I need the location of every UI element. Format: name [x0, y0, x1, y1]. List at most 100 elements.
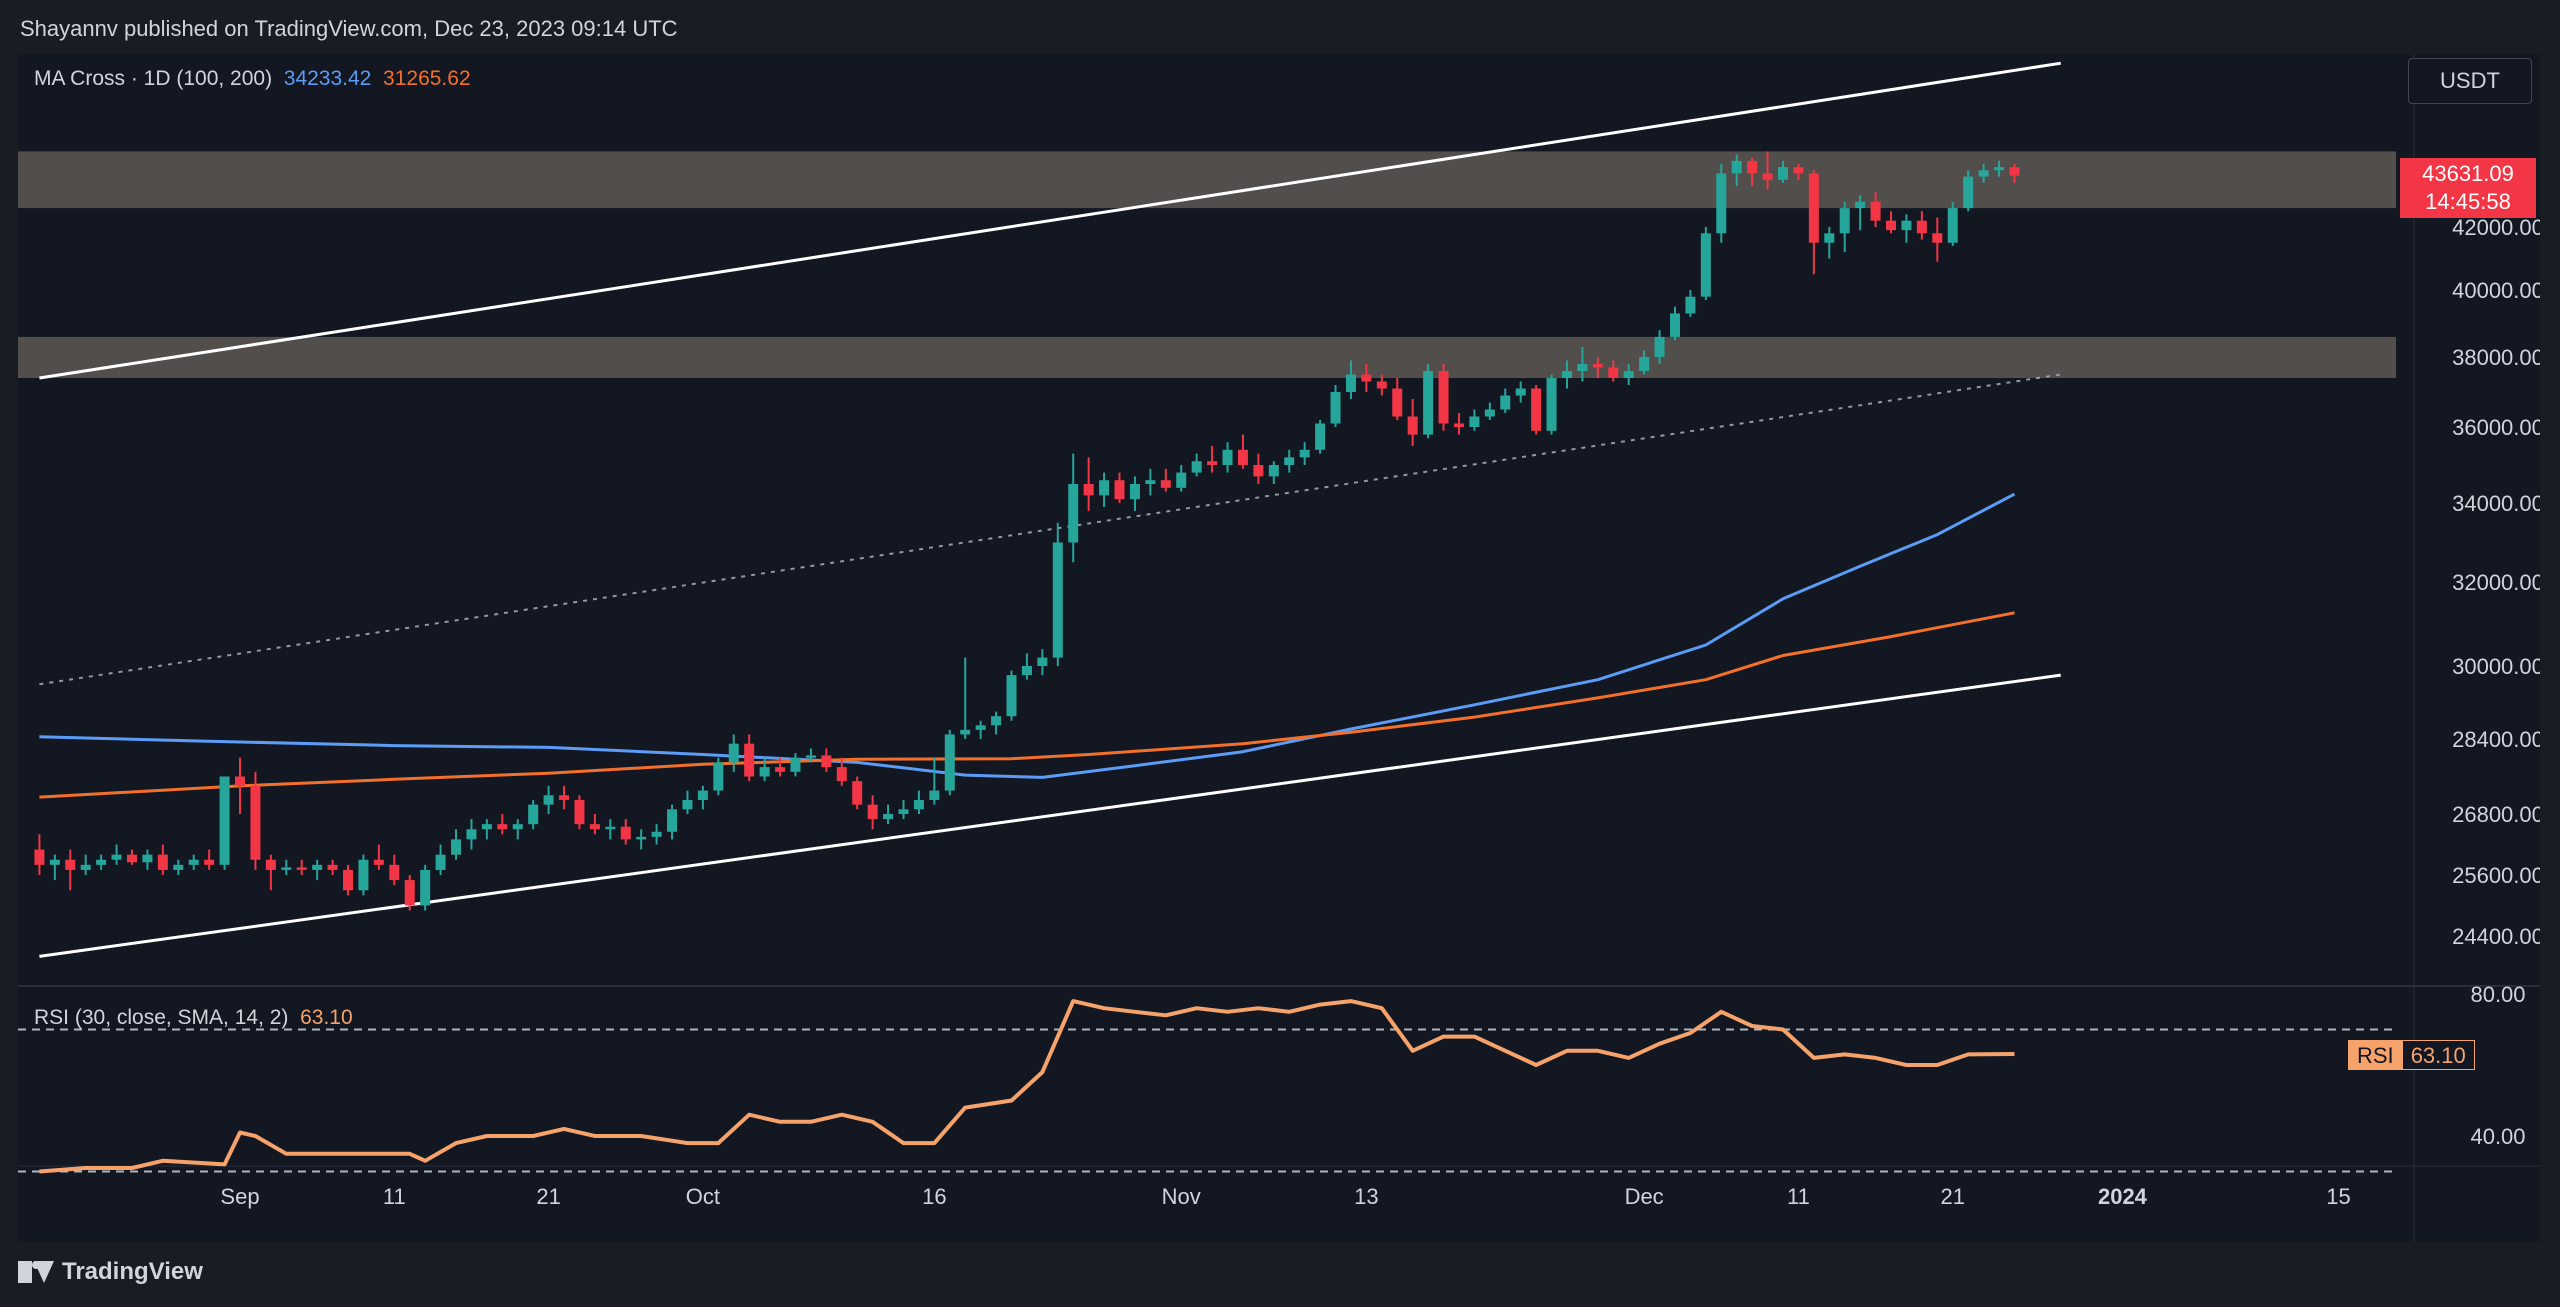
candle-body	[1870, 201, 1881, 221]
time-axis-label: Sep	[220, 1184, 259, 1209]
candle-body	[991, 716, 1002, 726]
candle-body	[1531, 388, 1542, 431]
candle-body	[929, 790, 940, 800]
candle-body	[373, 859, 384, 865]
bar-countdown: 14:45:58	[2425, 189, 2511, 214]
candle-body	[1376, 381, 1387, 389]
rsi-value-tag: RSI 63.10	[2348, 1040, 2475, 1070]
time-axis-label: Oct	[686, 1184, 720, 1209]
ma200-value: 31265.62	[383, 67, 471, 90]
currency-button[interactable]: USDT	[2408, 58, 2532, 104]
candle-body	[327, 864, 338, 870]
candle-body	[481, 824, 492, 830]
candle-body	[1978, 170, 1989, 177]
candle-body	[512, 824, 523, 830]
candle-body	[1006, 675, 1017, 717]
candle-body	[1623, 371, 1634, 378]
candle-body	[80, 864, 91, 870]
candle-body	[651, 831, 662, 837]
candle-body	[1669, 313, 1680, 337]
candle-body	[404, 880, 415, 906]
candle-body	[1561, 371, 1572, 378]
candle-body	[1207, 461, 1218, 465]
rsi-line	[39, 999, 2015, 1174]
candle-body	[1330, 392, 1341, 424]
last-price-tag: 43631.09 14:45:58	[2400, 158, 2536, 218]
candle-body	[96, 859, 107, 865]
time-axis-label: Nov	[1162, 1184, 1201, 1209]
candle-body	[1747, 160, 1758, 174]
ma-cross-legend[interactable]: MA Cross · 1D (100, 200) 34233.42 31265.…	[34, 67, 471, 91]
tradingview-logo-icon	[18, 1261, 54, 1283]
publish-info: Shayannv published on TradingView.com, D…	[20, 16, 678, 41]
candle-body	[775, 767, 786, 772]
time-axis-label: 11	[1787, 1184, 1810, 1209]
candle-body	[1423, 371, 1434, 435]
candle-body	[852, 781, 863, 805]
candle-body	[543, 795, 554, 805]
candle-body	[960, 729, 971, 735]
candle-body	[420, 869, 431, 906]
candle-body	[944, 734, 955, 791]
rsi-axis-label: 40.00	[2470, 1124, 2525, 1149]
candle-body	[1824, 233, 1835, 243]
price-axis-label: 40000.00	[2452, 278, 2540, 303]
candle-body	[1778, 167, 1788, 180]
chart-canvas[interactable]: 42000.00 40000.00 38000.00 36000.00 34000.00…	[18, 54, 2540, 1242]
rsi-legend[interactable]: RSI (30, close, SMA, 14, 2) 63.10	[34, 1006, 353, 1030]
candle-body	[1099, 480, 1110, 496]
candle-body	[1592, 364, 1603, 368]
candle-body	[1021, 666, 1032, 676]
candle-body	[744, 743, 755, 777]
candle-body	[1083, 484, 1094, 496]
trendline-solid-2	[39, 673, 2061, 958]
candle-body	[1608, 367, 1619, 378]
candle-body	[1577, 364, 1588, 371]
time-axis-label: 15	[2326, 1184, 2350, 1209]
candle-body	[559, 795, 570, 800]
candle-body	[204, 859, 215, 865]
candle-body	[1808, 173, 1819, 243]
candle-body	[1299, 449, 1310, 458]
rsi-tag-value: 63.10	[2402, 1040, 2475, 1070]
ma200-line	[39, 611, 2015, 799]
brand-name: TradingView	[62, 1258, 203, 1285]
candle-body	[1237, 449, 1248, 465]
candle-body	[1484, 409, 1495, 417]
candle-body	[265, 859, 276, 870]
candle-body	[605, 826, 616, 830]
candle-body	[1546, 378, 1557, 431]
candle-body	[1145, 480, 1156, 484]
candle-body	[1762, 173, 1773, 180]
candle-body	[157, 854, 168, 870]
candle-body	[358, 859, 369, 891]
price-zone-1	[18, 336, 2396, 378]
candle-body	[1345, 374, 1356, 392]
candle-body	[235, 776, 245, 786]
candle-body	[620, 826, 631, 840]
candle-body	[1916, 220, 1927, 234]
candle-body	[1639, 357, 1650, 371]
candle-body	[1515, 388, 1526, 396]
candle-body	[574, 799, 585, 825]
candle-body	[312, 864, 323, 870]
candle-body	[1392, 388, 1403, 417]
time-axis-label: 21	[1940, 1184, 1964, 1209]
candle-body	[188, 859, 199, 865]
candle-body	[975, 725, 986, 730]
rsi-axis-label: 80.00	[2470, 982, 2525, 1007]
ma100-line	[39, 492, 2016, 779]
tradingview-brand[interactable]: TradingView	[18, 1258, 203, 1286]
candle-body	[65, 859, 76, 870]
trendline-solid-0	[39, 61, 2061, 380]
candle-body	[713, 762, 724, 791]
candle-body	[1716, 173, 1727, 234]
candle-body	[821, 755, 832, 768]
candle-body	[2009, 167, 2020, 176]
candle-body	[466, 829, 477, 840]
candle-body	[667, 809, 678, 832]
candle-body	[250, 785, 261, 860]
price-axis-label: 25600.00	[2452, 863, 2540, 888]
candle-body	[1839, 208, 1850, 234]
candle-body	[836, 767, 847, 782]
